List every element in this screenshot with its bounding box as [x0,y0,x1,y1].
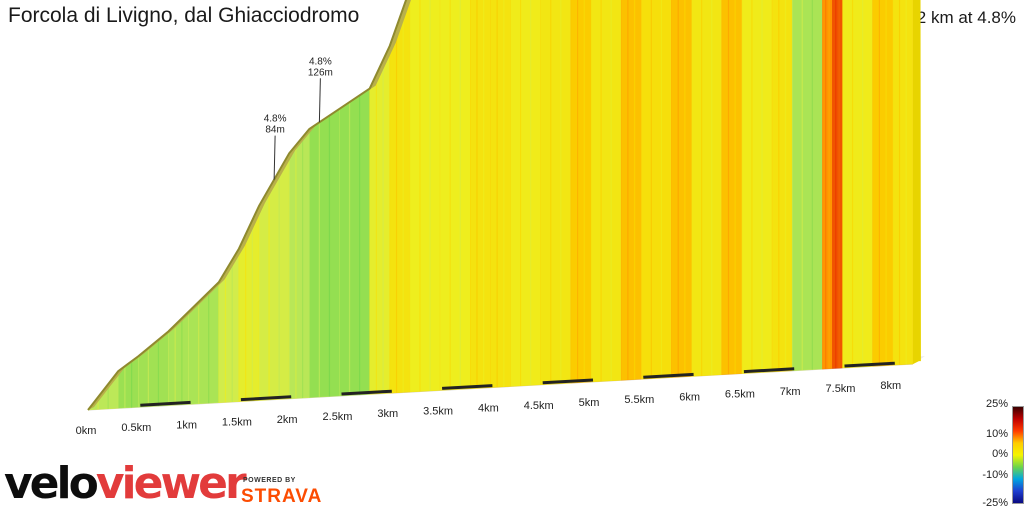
annotation-length: 84m [265,125,284,136]
segment-annotations: 4.8%84m4.8%126m6.2%48m6.2%48m6.1%191m7.7… [264,56,333,180]
distance-tick-label: 5km [579,397,600,409]
distance-tick-label: 1km [176,419,197,431]
distance-tick-label: 7.5km [826,383,856,395]
gradient-segment [832,0,843,369]
profile-end-cap [912,0,921,365]
gradient-segment [771,0,793,373]
profile-top [87,0,921,411]
distance-tick-label: 3km [377,408,398,420]
distance-tick-label: 3.5km [423,405,453,417]
gradient-segment [540,0,572,386]
veloviewer-logo: veloviewer [4,462,247,506]
distance-tick-label: 0km [76,425,97,437]
powered-by-label: POWERED BY [243,477,296,484]
distance-tick-label: 4.5km [524,400,554,412]
distance-tick-label: 1.5km [222,417,252,429]
gradient-segment [168,311,189,406]
gradient-segment [620,0,642,381]
profile-top-line [87,0,408,411]
strava-logo: STRAVA [241,486,323,507]
annotation-gradient: 4.8% [309,56,332,67]
distance-tick-label: 6km [679,391,700,403]
gradient-segment [439,0,471,391]
distance-tick-label: 2.5km [323,411,353,423]
gradient-segment [389,0,411,394]
gradient-segment [741,0,773,374]
gradient-segment [309,108,340,398]
climb-summary: 8.2 km at 4.8% [902,8,1016,27]
distance-tick-label: 6.5km [725,389,755,401]
annotation-length: 126m [308,67,333,78]
distance-tick-bar [240,395,292,402]
gradient-segment [409,0,441,393]
distance-tick-label: 7km [780,386,801,398]
gradient-segment [510,0,541,387]
gradient-segment [721,0,743,375]
gradient-segment [339,88,370,397]
logo-velo-text: velo [4,458,99,509]
gradient-segment [289,128,310,400]
gradient-segment [872,0,893,367]
gradient-segment [258,152,290,401]
gradient-segment [641,0,672,380]
distance-tick-label: 8km [880,380,901,392]
legend-label-neg10: -10% [982,469,1008,481]
gradient-segment [822,0,833,370]
gradient-segment [691,0,722,377]
gradient-segment [842,0,873,369]
distance-tick-label: 2km [277,414,298,426]
legend-label-10: 10% [985,428,1008,440]
distance-tick-label: 4km [478,403,499,415]
gradient-segment [490,0,511,388]
gradient-segment [590,0,622,383]
legend-label-0: 0% [992,448,1008,460]
distance-ticks: 0km 0.5km 1km 1.5km 2km 2.5km 3km 3.5km 4km 4.5km… [76,361,901,437]
gradient-segment [892,0,914,366]
gradient-segment [570,0,592,384]
gradient-segment [470,0,491,389]
annotation-leader [273,135,276,180]
distance-tick-label: 0.5km [121,422,151,434]
distance-tick-bar [743,367,795,374]
distance-tick-bar [442,384,493,390]
distance-tick-bar [341,389,392,396]
annotation-leader [318,78,321,123]
legend-label-min: -25% [982,497,1008,509]
gradient-color-scale [1012,406,1024,504]
distance-tick-bar [542,378,594,385]
distance-tick-bar [643,372,694,379]
gradient-segment [792,0,823,372]
distance-tick-bar [140,400,191,407]
legend-label-max: 25% [985,398,1008,410]
logo-viewer-text: viewer [95,458,247,509]
gradient-segment [369,45,390,395]
gradient-segment [671,0,692,378]
chart-title: Forcola di Livigno, dal Ghiacciodromo [8,4,360,27]
gradient-segments [87,0,914,411]
distance-tick-label: 5.5km [624,394,654,406]
gradient-segment [188,281,219,405]
distance-tick-bar [844,361,895,368]
annotation-gradient: 4.8% [264,114,287,125]
